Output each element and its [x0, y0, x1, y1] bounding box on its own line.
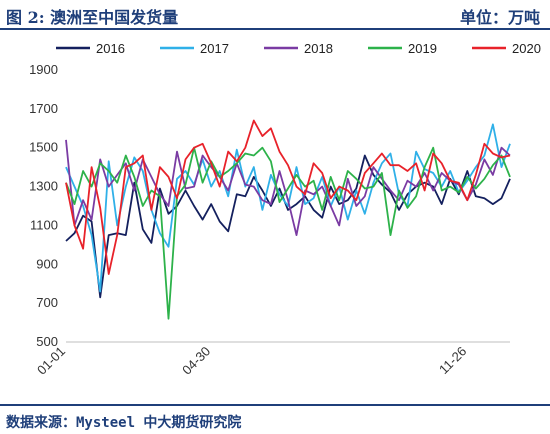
- y-tick-label: 1100: [30, 217, 58, 232]
- legend-label-2016: 2016: [96, 41, 125, 56]
- legend-label-2020: 2020: [512, 41, 541, 56]
- series-line-2016: [65, 154, 511, 299]
- series-line-2019: [65, 146, 511, 320]
- y-tick-label: 500: [36, 334, 58, 349]
- legend-label-2018: 2018: [304, 41, 333, 56]
- x-tick-label: 04-30: [179, 344, 213, 378]
- figure-title: 图 2: 澳洲至中国发货量: [6, 8, 179, 27]
- y-tick-label: 1300: [29, 179, 58, 194]
- series-line-2018: [65, 139, 511, 237]
- x-tick-label: 11-26: [436, 344, 469, 377]
- unit-label: 单位：万吨: [459, 8, 540, 27]
- series-line-2020: [65, 119, 511, 275]
- figure-header: 图 2: 澳洲至中国发货量 单位：万吨: [0, 0, 550, 30]
- y-tick-label: 700: [36, 295, 58, 310]
- legend-label-2017: 2017: [200, 41, 229, 56]
- y-tick-label: 900: [36, 256, 58, 271]
- y-tick-label: 1900: [29, 62, 58, 77]
- data-source: 数据来源：Mysteel 中大期货研究院: [6, 415, 242, 431]
- y-tick-label: 1500: [29, 140, 58, 155]
- y-tick-label: 1700: [29, 101, 58, 116]
- figure-footer: 数据来源：Mysteel 中大期货研究院: [0, 404, 550, 434]
- legend-label-2019: 2019: [408, 41, 437, 56]
